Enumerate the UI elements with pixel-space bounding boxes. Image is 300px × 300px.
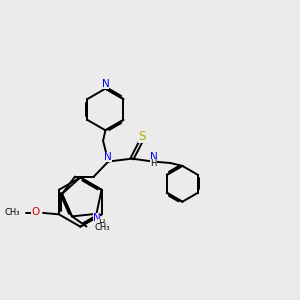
Text: N: N [104,152,112,162]
Text: N: N [101,79,109,89]
Text: S: S [138,130,146,143]
Text: N: N [93,213,100,223]
Text: CH₃: CH₃ [94,224,110,232]
Text: CH₃: CH₃ [4,208,20,217]
Text: H: H [98,219,105,228]
Text: O: O [31,207,39,217]
Text: N: N [149,152,157,162]
Text: H: H [150,159,157,168]
